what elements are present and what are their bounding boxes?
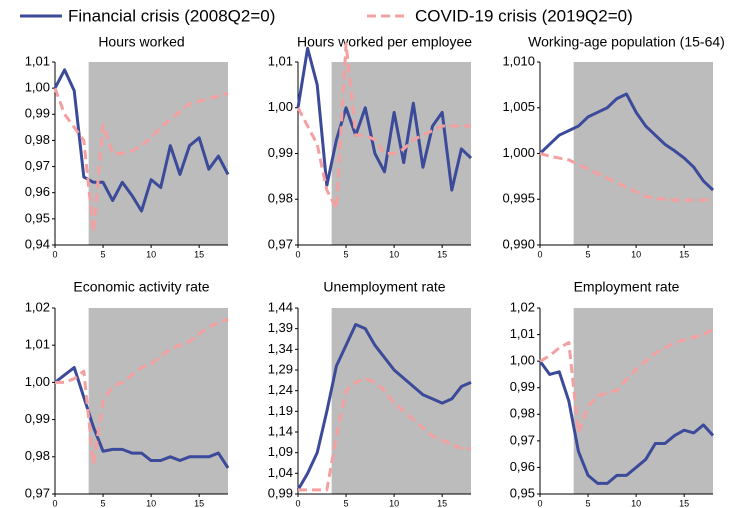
y-tick-label: 0,98 <box>268 191 293 206</box>
y-tick-label: 0,990 <box>502 236 535 251</box>
y-tick-label: 1,29 <box>268 361 293 376</box>
y-tick-label: 1,01 <box>25 337 50 352</box>
y-tick-label: 1,000 <box>502 145 535 160</box>
y-tick-label: 0,99 <box>268 485 293 500</box>
y-tick-label: 1,09 <box>268 444 293 459</box>
y-tick-label: 0,97 <box>268 236 293 251</box>
y-tick-label: 1,00 <box>510 353 535 368</box>
y-tick-label: 1,01 <box>25 53 50 68</box>
x-tick-label: 0 <box>295 249 300 259</box>
series-line <box>53 87 229 234</box>
y-tick-label: 1,04 <box>268 465 293 480</box>
y-tick-label: 0,99 <box>268 145 293 160</box>
y-tick-label: 1,44 <box>268 299 293 314</box>
y-tick-label: 1,00 <box>25 374 50 389</box>
y-tick-label: 1,34 <box>268 341 293 356</box>
x-tick-label: 5 <box>344 249 349 259</box>
x-tick-label: 10 <box>146 249 156 259</box>
x-tick-label: 0 <box>537 249 542 259</box>
y-tick-label: 1,02 <box>510 299 535 314</box>
x-tick-label: 5 <box>101 498 106 508</box>
x-tick-label: 0 <box>537 498 542 508</box>
series-line <box>539 152 714 202</box>
y-tick-label: 0,95 <box>510 485 535 500</box>
x-tick-label: 15 <box>437 249 447 259</box>
y-tick-label: 0,99 <box>25 411 50 426</box>
series-line <box>296 323 472 491</box>
y-tick-label: 1,01 <box>510 326 535 341</box>
x-tick-label: 10 <box>389 498 399 508</box>
y-tick-label: 1,010 <box>502 53 535 68</box>
x-tick-label: 15 <box>679 498 689 508</box>
y-tick-label: 1,01 <box>268 53 293 68</box>
chart-title: Economic activity rate <box>73 279 209 295</box>
y-tick-label: 0,97 <box>25 158 50 173</box>
y-tick-label: 0,97 <box>25 485 50 500</box>
y-tick-label: 1,00 <box>25 80 50 95</box>
series-line <box>53 68 230 213</box>
y-tick-label: 0,94 <box>25 236 50 251</box>
series-line <box>298 376 471 492</box>
x-tick-label: 0 <box>52 498 57 508</box>
x-tick-label: 0 <box>295 498 300 508</box>
x-tick-label: 5 <box>344 498 349 508</box>
x-tick-label: 15 <box>194 249 204 259</box>
x-tick-label: 15 <box>437 498 447 508</box>
x-tick-label: 5 <box>101 249 106 259</box>
y-tick-label: 1,14 <box>268 423 293 438</box>
y-tick-label: 1,005 <box>502 99 535 114</box>
y-tick-label: 0,97 <box>510 432 535 447</box>
y-tick-label: 0,95 <box>25 210 50 225</box>
series-line <box>538 360 715 485</box>
series-line <box>54 366 230 469</box>
y-tick-label: 1,19 <box>268 403 293 418</box>
x-tick-label: 15 <box>194 498 204 508</box>
y-tick-label: 1,00 <box>268 99 293 114</box>
series-line <box>296 42 471 210</box>
y-tick-label: 0,96 <box>25 184 50 199</box>
shaded-period <box>88 308 228 494</box>
y-tick-label: 0,96 <box>510 459 535 474</box>
series-line <box>55 317 229 466</box>
chart-title: Working-age population (15-64) <box>528 34 725 50</box>
series-line <box>296 46 473 192</box>
shaded-period <box>573 62 713 245</box>
chart-title: Hours worked <box>98 34 184 50</box>
legend-label: COVID-19 crisis (2019Q2=0) <box>415 6 633 25</box>
chart-title: Unemployment rate <box>323 279 445 295</box>
x-tick-label: 5 <box>586 498 591 508</box>
y-tick-label: 0,98 <box>510 406 535 421</box>
y-tick-label: 1,24 <box>268 382 293 397</box>
series-line <box>538 92 715 192</box>
y-tick-label: 0,99 <box>25 106 50 121</box>
y-tick-label: 0,98 <box>25 448 50 463</box>
x-tick-label: 10 <box>631 249 641 259</box>
x-tick-label: 10 <box>389 249 399 259</box>
y-tick-label: 1,02 <box>25 299 50 314</box>
x-tick-label: 10 <box>631 498 641 508</box>
chart-title: Employment rate <box>574 279 680 295</box>
legend-label: Financial crisis (2008Q2=0) <box>68 6 275 25</box>
y-tick-label: 0,98 <box>25 132 50 147</box>
series-line <box>539 327 714 435</box>
chart-title: Hours worked per employee <box>297 34 472 50</box>
x-tick-label: 5 <box>586 249 591 259</box>
shaded-period <box>88 62 228 245</box>
x-tick-label: 0 <box>52 249 57 259</box>
y-tick-label: 0,99 <box>510 379 535 394</box>
x-tick-label: 10 <box>146 498 156 508</box>
x-tick-label: 15 <box>679 249 689 259</box>
y-tick-label: 1,39 <box>268 320 293 335</box>
y-tick-label: 0,995 <box>502 191 535 206</box>
